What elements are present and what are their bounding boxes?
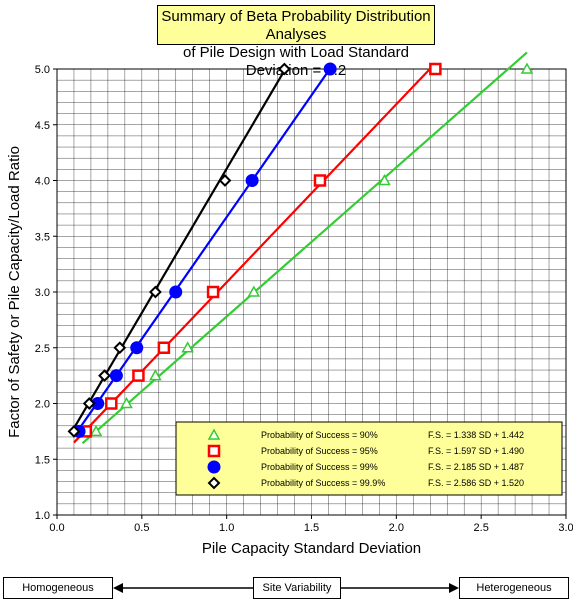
x-tick-label: 1.5 <box>304 522 319 534</box>
left-arrow-head-icon <box>113 583 123 593</box>
circle-marker <box>109 369 123 383</box>
x-tick-label: 1.0 <box>219 522 234 534</box>
triangle-marker <box>120 396 133 409</box>
homogeneous-box: Homogeneous <box>3 577 113 599</box>
square-marker <box>206 285 220 299</box>
y-tick-label: 3.0 <box>35 287 50 299</box>
circle-marker <box>169 285 183 299</box>
triangle-marker <box>149 369 162 381</box>
x-tick-label: 2.5 <box>474 522 489 534</box>
legend-box <box>175 421 563 496</box>
series-lines <box>69 51 528 445</box>
y-tick-label: 3.5 <box>35 231 50 243</box>
legend-equation: F.S. = 2.185 SD + 1.487 <box>428 462 524 472</box>
diamond-marker <box>277 62 291 76</box>
x-tick-label: 2.0 <box>389 522 404 534</box>
series-line <box>81 51 528 445</box>
y-tick-label: 5.0 <box>35 64 50 76</box>
chart-title: Summary of Beta Probability Distribution… <box>157 5 435 79</box>
y-tick-label: 2.0 <box>35 399 50 411</box>
legend-series-name: Probability of Success = 99% <box>261 462 378 472</box>
legend-equation: F.S. = 1.338 SD + 1.442 <box>428 430 524 440</box>
chart-title-line-1: Summary of Beta Probability Distribution… <box>161 8 431 43</box>
y-tick-label: 4.0 <box>35 176 50 188</box>
square-marker <box>105 397 118 410</box>
square-marker <box>207 444 221 458</box>
x-tick-label: 0.5 <box>134 522 149 534</box>
series-points <box>67 62 534 438</box>
circle-marker <box>207 460 221 474</box>
heterogeneous-box: Heterogeneous <box>459 577 569 599</box>
triangle-marker <box>378 173 391 186</box>
legend: Probability of Success = 90% F.S. = 1.338… <box>175 421 563 496</box>
circle-marker <box>130 341 144 355</box>
y-tick-label: 1.0 <box>35 510 50 522</box>
square-marker <box>313 174 327 187</box>
legend-equation: F.S. = 2.586 SD + 1.520 <box>428 478 524 488</box>
y-tick-labels: 1.0 1.5 2.0 2.5 3.0 3.5 4.0 4.5 5.0 <box>35 64 50 522</box>
y-tick-label: 4.5 <box>35 120 50 132</box>
diamond-marker <box>113 341 127 355</box>
right-arrow-head-icon <box>449 583 459 593</box>
x-tick-labels: 0.0 0.5 1.0 1.5 2.0 2.5 3.0 <box>49 522 573 534</box>
legend-equation: F.S. = 1.597 SD + 1.490 <box>428 446 524 456</box>
triangle-marker <box>89 424 103 437</box>
ticks <box>53 68 567 519</box>
y-tick-label: 2.5 <box>35 343 50 355</box>
diamond-marker <box>67 424 81 438</box>
y-axis-title: Factor of Safety or Pile Capacity/Load R… <box>6 146 23 438</box>
square-marker <box>157 341 171 354</box>
square-marker <box>132 369 145 382</box>
diamond-marker <box>148 285 162 299</box>
legend-series-name: Probability of Success = 99.9% <box>261 478 385 488</box>
chart-title-line-2: of Pile Design with Load Standard Deviat… <box>183 44 409 79</box>
triangle-marker <box>247 285 261 297</box>
triangle-marker <box>520 62 534 74</box>
variability-arrows <box>113 583 459 593</box>
y-tick-label: 1.5 <box>35 454 50 466</box>
legend-series-name: Probability of Success = 95% <box>261 446 378 456</box>
diamond-marker <box>82 397 96 410</box>
triangle-marker <box>181 341 194 353</box>
x-tick-label: 3.0 <box>558 522 573 534</box>
site-variability-box: Site Variability <box>253 577 341 599</box>
circle-marker <box>323 62 337 76</box>
legend-series-name: Probability of Success = 90% <box>261 430 378 440</box>
x-tick-label: 0.0 <box>49 522 64 534</box>
diamond-marker <box>98 369 111 383</box>
triangle-marker <box>207 428 221 440</box>
circle-marker <box>245 174 259 187</box>
x-axis-title: Pile Capacity Standard Deviation <box>202 540 421 557</box>
diamond-marker <box>218 174 232 187</box>
square-marker <box>429 62 442 76</box>
diamond-marker <box>207 476 221 490</box>
chart-svg: 0.0 0.5 1.0 1.5 2.0 2.5 3.0 1.0 1.5 2.0 2.5 3.0 3.5… <box>6 51 573 557</box>
